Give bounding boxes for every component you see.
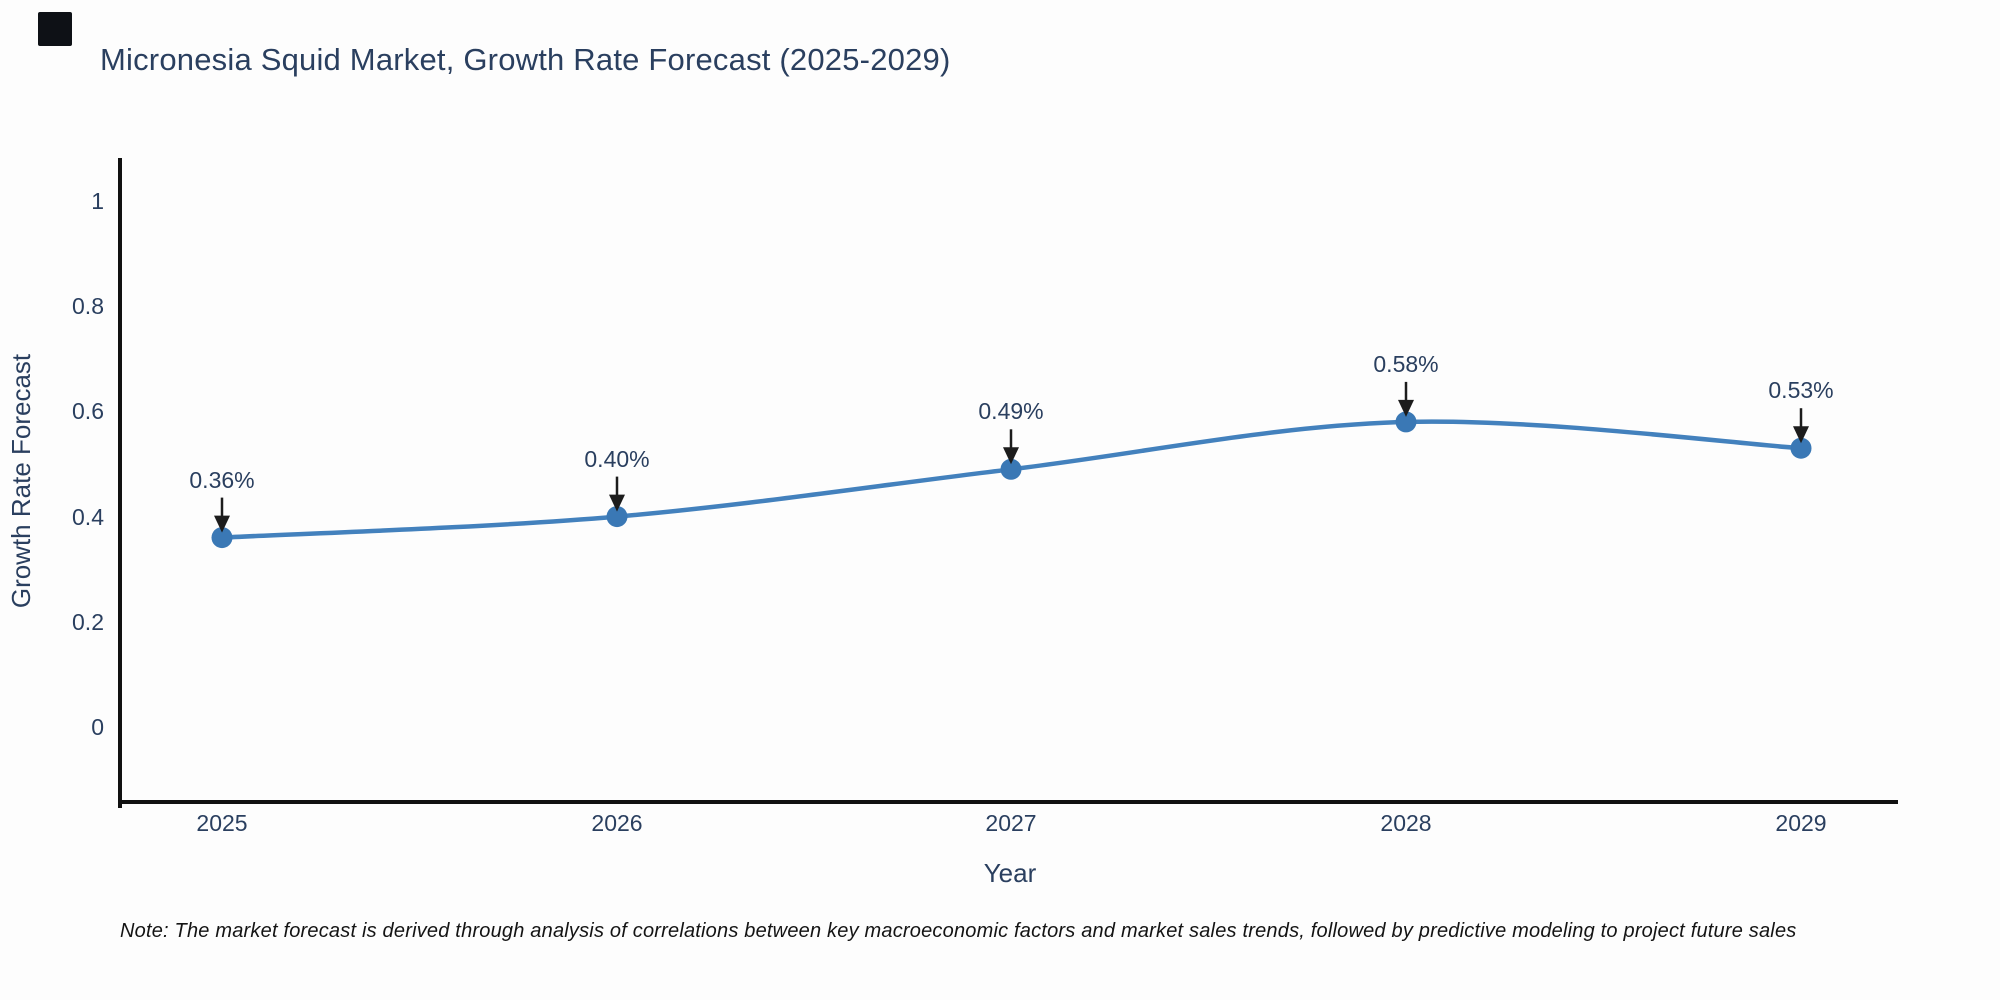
annotation-arrow-head-2027 [1003, 447, 1019, 465]
y-axis-title: Growth Rate Forecast [6, 353, 36, 608]
annotation-arrow-head-2029 [1793, 426, 1809, 444]
y-tick-0-2: 0.2 [72, 609, 104, 635]
annotation-label-2025: 0.36% [189, 467, 254, 493]
annotation-label-2026: 0.40% [584, 446, 649, 472]
annotation-label-2029: 0.53% [1768, 377, 1833, 403]
data-point-2028 [1395, 411, 1417, 433]
x-tick-2029: 2029 [1775, 810, 1826, 836]
x-tick-2028: 2028 [1380, 810, 1431, 836]
y-tick-0-6: 0.6 [72, 398, 104, 424]
data-point-2026 [606, 506, 628, 528]
y-tick-0-8: 0.8 [72, 293, 104, 319]
data-point-2025 [211, 527, 233, 549]
annotation-arrow-head-2028 [1398, 399, 1414, 417]
annotation-arrow-head-2026 [609, 494, 625, 512]
chart-title: Micronesia Squid Market, Growth Rate For… [100, 42, 951, 77]
annotation-label-2028: 0.58% [1373, 351, 1438, 377]
annotation-arrows [214, 381, 1809, 533]
x-axis-title: Year [984, 858, 1037, 888]
y-tick-0: 0 [91, 714, 104, 740]
x-tick-2027: 2027 [985, 810, 1036, 836]
annotation-label-2027: 0.49% [978, 398, 1043, 424]
annotation-arrow-head-2025 [214, 515, 230, 533]
data-point-2029 [1790, 437, 1812, 459]
y-tick-0-4: 0.4 [72, 504, 104, 530]
x-tick-2025: 2025 [196, 810, 247, 836]
y-tick-1: 1 [91, 188, 104, 214]
x-tick-2026: 2026 [591, 810, 642, 836]
data-point-2027 [1000, 458, 1022, 480]
footnote: Note: The market forecast is derived thr… [120, 920, 1797, 942]
corner-artifact-square [38, 12, 72, 46]
